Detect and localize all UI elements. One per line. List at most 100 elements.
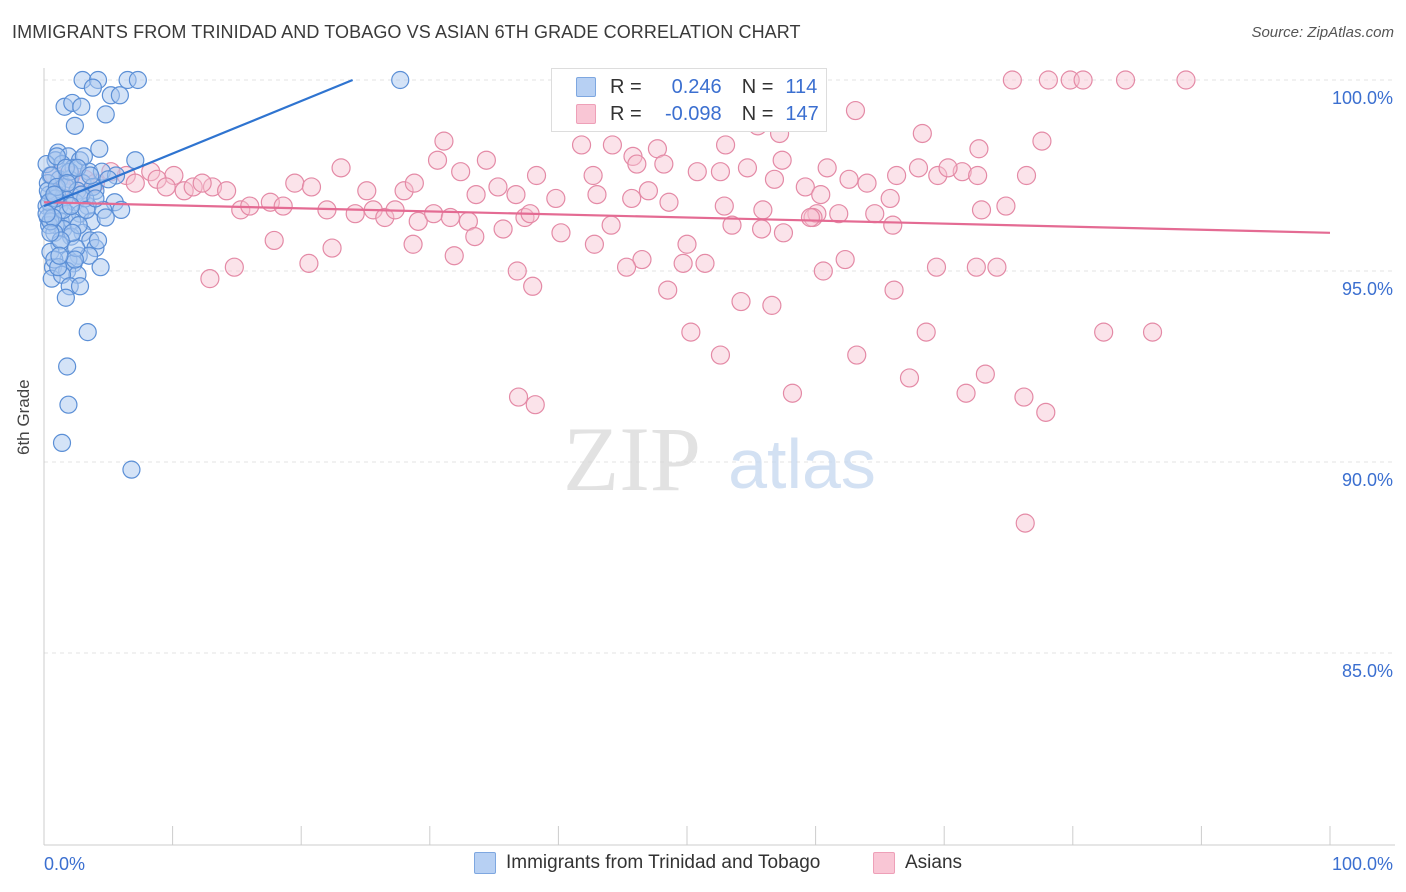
- trinidad-point: [72, 97, 91, 116]
- asians-point: [200, 269, 220, 289]
- asians-point: [508, 387, 529, 407]
- asians-point: [1016, 165, 1037, 186]
- asians-point: [731, 291, 751, 312]
- asians-point: [1015, 513, 1035, 533]
- blue-swatch: [576, 77, 596, 97]
- r-label: R =: [610, 75, 642, 98]
- n-value: 114: [785, 75, 818, 98]
- y-tick-label: 95.0%: [1342, 279, 1393, 299]
- x-tick-label: 0.0%: [44, 854, 85, 874]
- asians-point: [966, 257, 986, 277]
- asians-point: [1038, 70, 1058, 90]
- asians-point: [956, 383, 976, 403]
- asians-point: [285, 173, 305, 193]
- y-tick-label: 100.0%: [1332, 88, 1393, 108]
- asians-point: [264, 230, 284, 251]
- asians-point: [839, 169, 859, 189]
- asians-point: [202, 177, 223, 197]
- pink-swatch: [576, 104, 596, 124]
- asians-point: [928, 165, 948, 186]
- asians-point: [659, 192, 679, 212]
- asians-point: [1014, 387, 1034, 407]
- asians-point: [968, 165, 988, 186]
- asians-point: [404, 173, 424, 193]
- asians-point: [466, 185, 486, 205]
- asians-point: [753, 200, 773, 220]
- trinidad-point: [56, 288, 75, 307]
- asians-point: [403, 234, 423, 254]
- trinidad-point: [65, 116, 84, 135]
- asians-point: [601, 215, 621, 235]
- watermark-atlas: atlas: [728, 425, 876, 503]
- asians-point: [773, 223, 794, 243]
- legend-label: Immigrants from Trinidad and Tobago: [506, 852, 821, 873]
- asians-point: [952, 162, 972, 182]
- asians-point: [434, 131, 454, 151]
- asians-point: [638, 181, 659, 201]
- asians-point: [451, 162, 471, 182]
- r-value: 0.246: [671, 75, 722, 98]
- asians-point: [887, 165, 907, 186]
- asians-point: [695, 253, 715, 273]
- asians-point: [912, 123, 932, 144]
- trinidad-point: [41, 223, 60, 242]
- asians-point: [715, 135, 736, 155]
- asians-point: [507, 261, 527, 281]
- asians-point: [938, 158, 958, 178]
- asians-point: [883, 215, 903, 235]
- asians-point: [673, 253, 693, 273]
- trinidad-point: [59, 395, 78, 414]
- asians-point: [751, 219, 772, 239]
- asians-point: [394, 181, 414, 201]
- trinidad-point: [61, 196, 81, 216]
- asians-point: [299, 253, 319, 273]
- asians-point: [908, 158, 929, 178]
- trinidad-point: [90, 139, 109, 158]
- asians-point: [622, 188, 642, 209]
- asians-point: [1115, 70, 1136, 90]
- n-label: N =: [741, 75, 774, 98]
- x-tick-label: 100.0%: [1332, 854, 1393, 874]
- trinidad-point: [65, 250, 84, 269]
- asians-point: [525, 395, 545, 415]
- asians-point: [1176, 70, 1196, 90]
- asians-point: [880, 188, 900, 209]
- asians-point: [587, 185, 607, 205]
- asians-point: [217, 181, 237, 201]
- asians-point: [800, 207, 821, 228]
- asians-points: [44, 70, 1196, 533]
- asians-point: [899, 368, 920, 388]
- x-tick-labels: 0.0% 100.0%: [44, 854, 1393, 874]
- trinidad-point: [70, 277, 90, 296]
- legend-row-trinidad: R = 0.246 N = 114: [552, 74, 817, 100]
- asians-point: [488, 177, 508, 197]
- trinidad-point: [58, 357, 77, 376]
- trinidad-point: [96, 105, 115, 124]
- legend-item-trinidad[interactable]: Immigrants from Trinidad and Tobago: [474, 852, 820, 874]
- series-legend: Immigrants from Trinidad and Tobago Asia…: [0, 852, 1406, 878]
- trinidad-point: [110, 86, 129, 105]
- asians-point: [677, 234, 697, 254]
- asians-point: [772, 150, 792, 170]
- asians-point: [1073, 70, 1093, 90]
- asians-point: [1036, 402, 1056, 422]
- asians-point: [710, 345, 731, 365]
- legend-item-asians[interactable]: Asians: [873, 852, 962, 874]
- asians-point: [857, 173, 877, 193]
- trinidad-point: [88, 231, 108, 250]
- watermark-zip: ZIP: [563, 408, 701, 510]
- trinidad-point: [391, 70, 410, 90]
- r-value: -0.098: [664, 102, 722, 125]
- asians-point: [602, 135, 623, 155]
- axes: [43, 68, 1395, 846]
- asians-point: [811, 185, 831, 205]
- trinidad-point: [50, 246, 69, 265]
- y-tick-label: 90.0%: [1342, 470, 1393, 490]
- asians-point: [681, 322, 701, 342]
- asians-point: [829, 204, 849, 224]
- asians-point: [926, 257, 947, 277]
- trend-lines: [43, 78, 1331, 234]
- asians-point: [847, 345, 867, 365]
- trinidad-point: [128, 70, 147, 90]
